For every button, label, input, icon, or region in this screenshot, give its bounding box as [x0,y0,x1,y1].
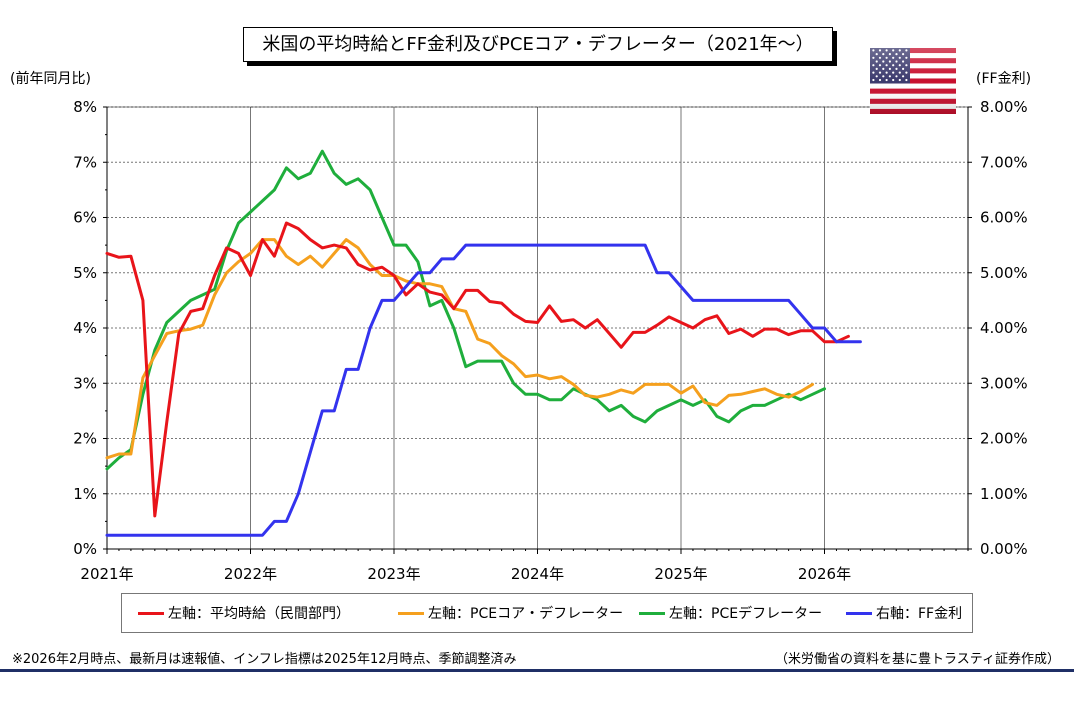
source-note: （米労働省の資料を基に豊トラスティ証券作成） [775,652,1060,667]
right-tick-label: 2.00% [980,430,1028,448]
us-flag-icon [870,48,956,115]
right-tick-label: 3.00% [980,374,1028,392]
legend-swatch [846,611,872,615]
x-tick-label: 2021年 [80,565,133,583]
right-tick-label: 1.00% [980,485,1028,503]
legend-item: 左軸：PCEコア・デフレーター [398,594,623,632]
chart-plot: 0% 0.00% 1% 1.00% 2% 2.00% 3% 3.00% 4% 4.00% 5% 5.0… [73,98,1028,583]
x-tick-label: 2023年 [367,565,420,583]
right-tick-label: 5.00% [980,264,1028,282]
footnote: ※2026年2月時点、最新月は速報値、インフレ指標は2025年12月時点、季節調… [12,652,517,667]
x-tick-label: 2022年 [224,565,277,583]
right-axis-unit: (FF金利) [976,71,1032,87]
left-axis-unit: (前年同月比) [10,71,91,87]
left-tick-label: 2% [73,430,97,448]
right-tick-label: 0.00% [980,540,1028,558]
legend-label: 左軸：平均時給（民間部門） [168,606,350,622]
series-line-4 [105,243,862,537]
legend-label: 左軸：PCEコア・デフレーター [428,606,624,622]
x-tick-label: 2024年 [511,565,564,583]
legend-item: 右軸：FF金利 [846,594,962,632]
left-tick-label: 1% [73,485,97,503]
legend-label: 右軸：FF金利 [876,606,963,622]
legend-item: 左軸：平均時給（民間部門） [138,594,350,632]
left-tick-label: 5% [73,264,97,282]
legend-swatch [639,611,665,615]
left-tick-label: 7% [73,153,97,171]
left-tick-label: 8% [73,98,97,116]
chart-title: 米国の平均時給とFF金利及びPCEコア・デフレーター（2021年～） [243,27,833,62]
legend-label: 左軸：PCEデフレーター [669,606,823,622]
series-line-2 [105,238,814,460]
left-tick-label: 3% [73,374,97,392]
x-tick-label: 2026年 [798,565,851,583]
x-tick-label: 2025年 [654,565,707,583]
right-tick-label: 6.00% [980,209,1028,227]
right-tick-label: 7.00% [980,153,1028,171]
right-tick-label: 8.00% [980,98,1028,116]
left-tick-label: 0% [73,540,97,558]
right-tick-label: 4.00% [980,319,1028,337]
left-tick-label: 6% [73,209,97,227]
legend-item: 左軸：PCEデフレーター [639,594,822,632]
bottom-divider [0,669,1074,672]
legend-swatch [398,611,424,615]
legend-swatch [138,611,164,615]
series-line-1 [105,221,850,518]
chart-legend: 左軸：平均時給（民間部門） 左軸：PCEコア・デフレーター 左軸：PCEデフレーター… [121,593,973,633]
left-tick-label: 4% [73,319,97,337]
